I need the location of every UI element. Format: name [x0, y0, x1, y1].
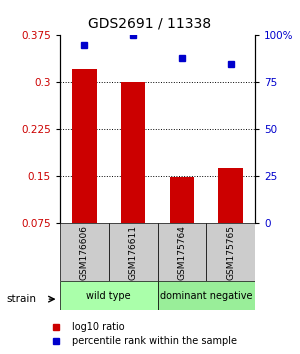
Bar [218, 168, 243, 223]
Text: GSM176611: GSM176611 [129, 225, 138, 280]
Text: strain: strain [6, 294, 36, 304]
Text: GDS2691 / 11338: GDS2691 / 11338 [88, 16, 212, 30]
Bar [158, 281, 255, 310]
Text: GSM176606: GSM176606 [80, 225, 89, 280]
Bar [121, 82, 145, 223]
Bar [72, 69, 97, 223]
Text: dominant negative: dominant negative [160, 291, 253, 301]
Bar [206, 223, 255, 281]
Text: percentile rank within the sample: percentile rank within the sample [72, 336, 237, 346]
Bar [109, 223, 158, 281]
Bar [60, 281, 158, 310]
Bar [170, 177, 194, 223]
Text: GSM175764: GSM175764 [177, 225, 186, 280]
Text: log10 ratio: log10 ratio [72, 322, 124, 332]
Bar [158, 223, 206, 281]
Text: wild type: wild type [86, 291, 131, 301]
Text: GSM175765: GSM175765 [226, 225, 235, 280]
Bar [60, 223, 109, 281]
